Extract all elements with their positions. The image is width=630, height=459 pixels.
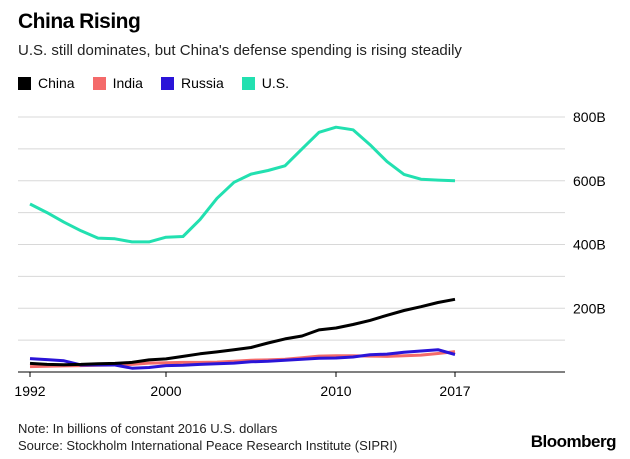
- legend-swatch: [241, 76, 255, 90]
- y-tick-label: 600B: [573, 173, 606, 189]
- y-tick-label: 800B: [573, 109, 606, 125]
- series-line-us: [29, 125, 456, 244]
- legend-swatch: [160, 76, 174, 90]
- chart-subtitle: U.S. still dominates, but China's defens…: [18, 42, 462, 59]
- legend-swatch: [92, 76, 106, 90]
- legend-label: Russia: [180, 75, 224, 91]
- legend-item: Russia: [160, 75, 224, 91]
- legend-swatch: [18, 76, 31, 90]
- note-text: Note: In billions of constant 2016 U.S. …: [18, 421, 278, 436]
- legend-item: U.S.: [241, 75, 289, 91]
- bloomberg-logo: Bloomberg: [530, 432, 617, 451]
- series-line-russia: [29, 348, 456, 370]
- y-tick-label: 200B: [573, 300, 606, 316]
- legend-item: China: [18, 75, 75, 91]
- footnote: Note: In billions of constant 2016 U.S. …: [18, 420, 397, 454]
- x-tick-label: 1992: [14, 383, 45, 399]
- y-tick-label: 400B: [573, 237, 606, 253]
- chart-title: China Rising: [18, 10, 141, 33]
- x-tick-label: 2000: [150, 383, 181, 399]
- legend-item: India: [92, 75, 143, 91]
- source-text: Source: Stockholm International Peace Re…: [18, 438, 398, 453]
- legend: China India Russia U.S.: [18, 75, 289, 91]
- x-tick-label: 2010: [320, 383, 351, 399]
- legend-label: U.S.: [261, 75, 289, 91]
- series-line-china: [29, 297, 456, 367]
- legend-label: India: [112, 75, 143, 91]
- x-tick-label: 2017: [439, 383, 470, 399]
- legend-label: China: [38, 75, 75, 91]
